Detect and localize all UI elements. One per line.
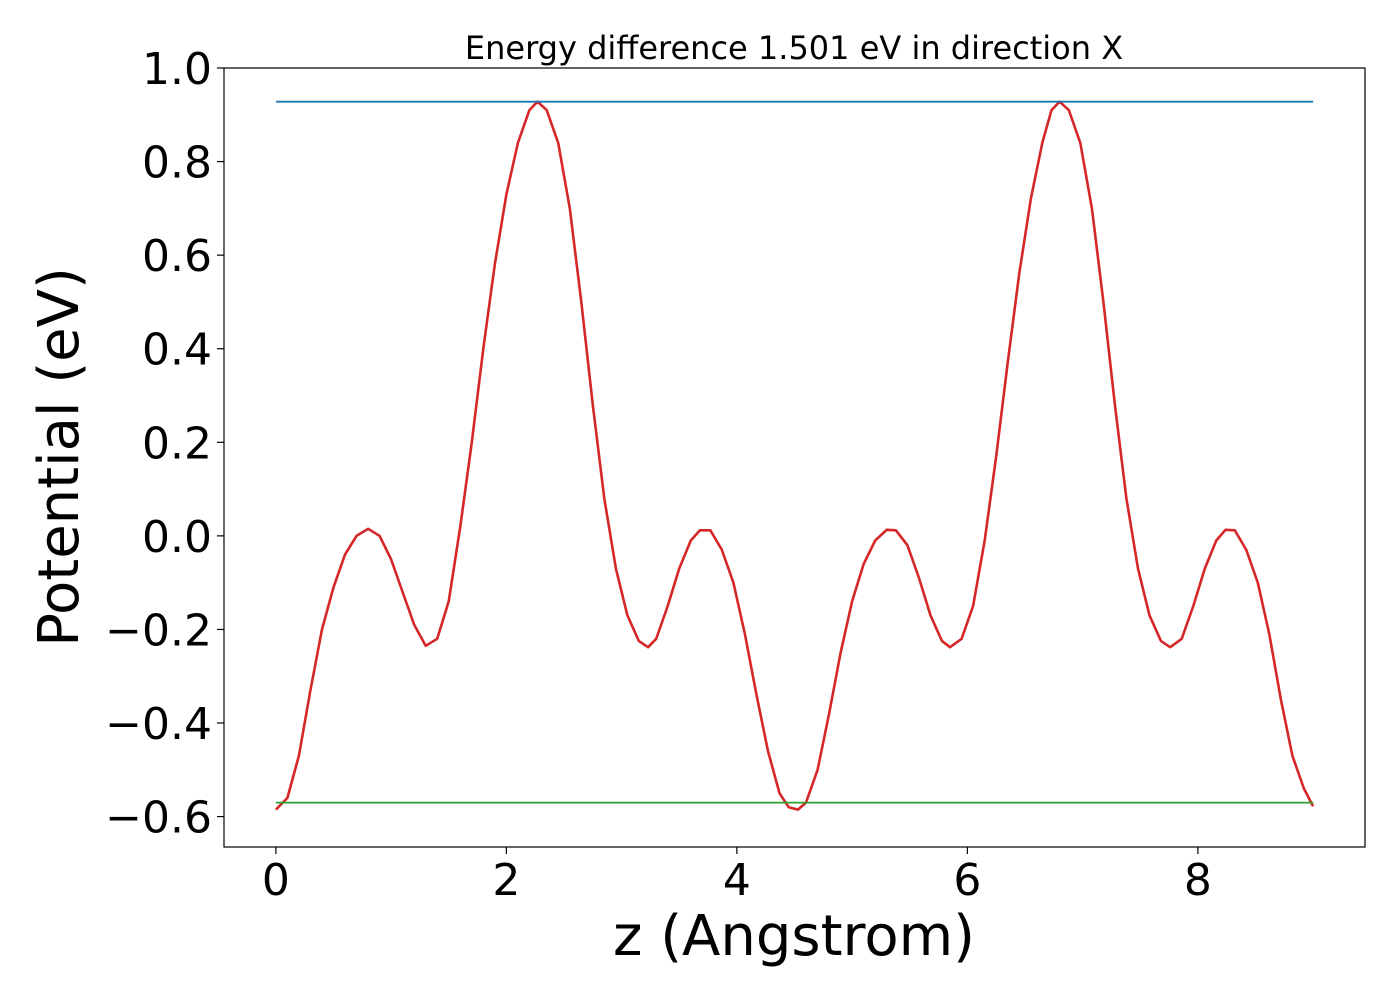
- plot-area: [223, 67, 1366, 848]
- y-tick-label: 0.4: [142, 325, 212, 376]
- y-axis-label: Potential (eV): [27, 267, 92, 647]
- y-tick-label: 0.2: [142, 418, 212, 469]
- x-axis-label: z (Angstrom): [613, 904, 975, 969]
- y-tick-label: 0.6: [142, 231, 212, 282]
- x-tick-label: 0: [262, 855, 290, 906]
- y-tick-label: −0.2: [105, 605, 212, 656]
- plot-frame: [223, 67, 1366, 848]
- chart-title: Energy difference 1.501 eV in direction …: [465, 29, 1123, 67]
- y-tick-label: −0.6: [105, 793, 212, 844]
- y-tick-label: 1.0: [142, 44, 212, 95]
- x-tick-label: 6: [953, 855, 981, 906]
- y-tick-label: 0.8: [142, 138, 212, 189]
- y-tick-label: 0.0: [142, 512, 212, 563]
- x-tick-label: 8: [1184, 855, 1212, 906]
- x-tick-label: 2: [492, 855, 520, 906]
- y-axis-ticks: −0.6 −0.4 −0.2 0.0 0.2 0.4 0.6 0.8 1.0: [105, 44, 224, 844]
- y-tick-label: −0.4: [105, 699, 212, 750]
- x-axis-ticks: 0 2 4 6 8: [262, 847, 1212, 906]
- series-layer: [274, 100, 1315, 811]
- x-tick-label: 4: [723, 855, 751, 906]
- series-line-1: [274, 100, 1315, 811]
